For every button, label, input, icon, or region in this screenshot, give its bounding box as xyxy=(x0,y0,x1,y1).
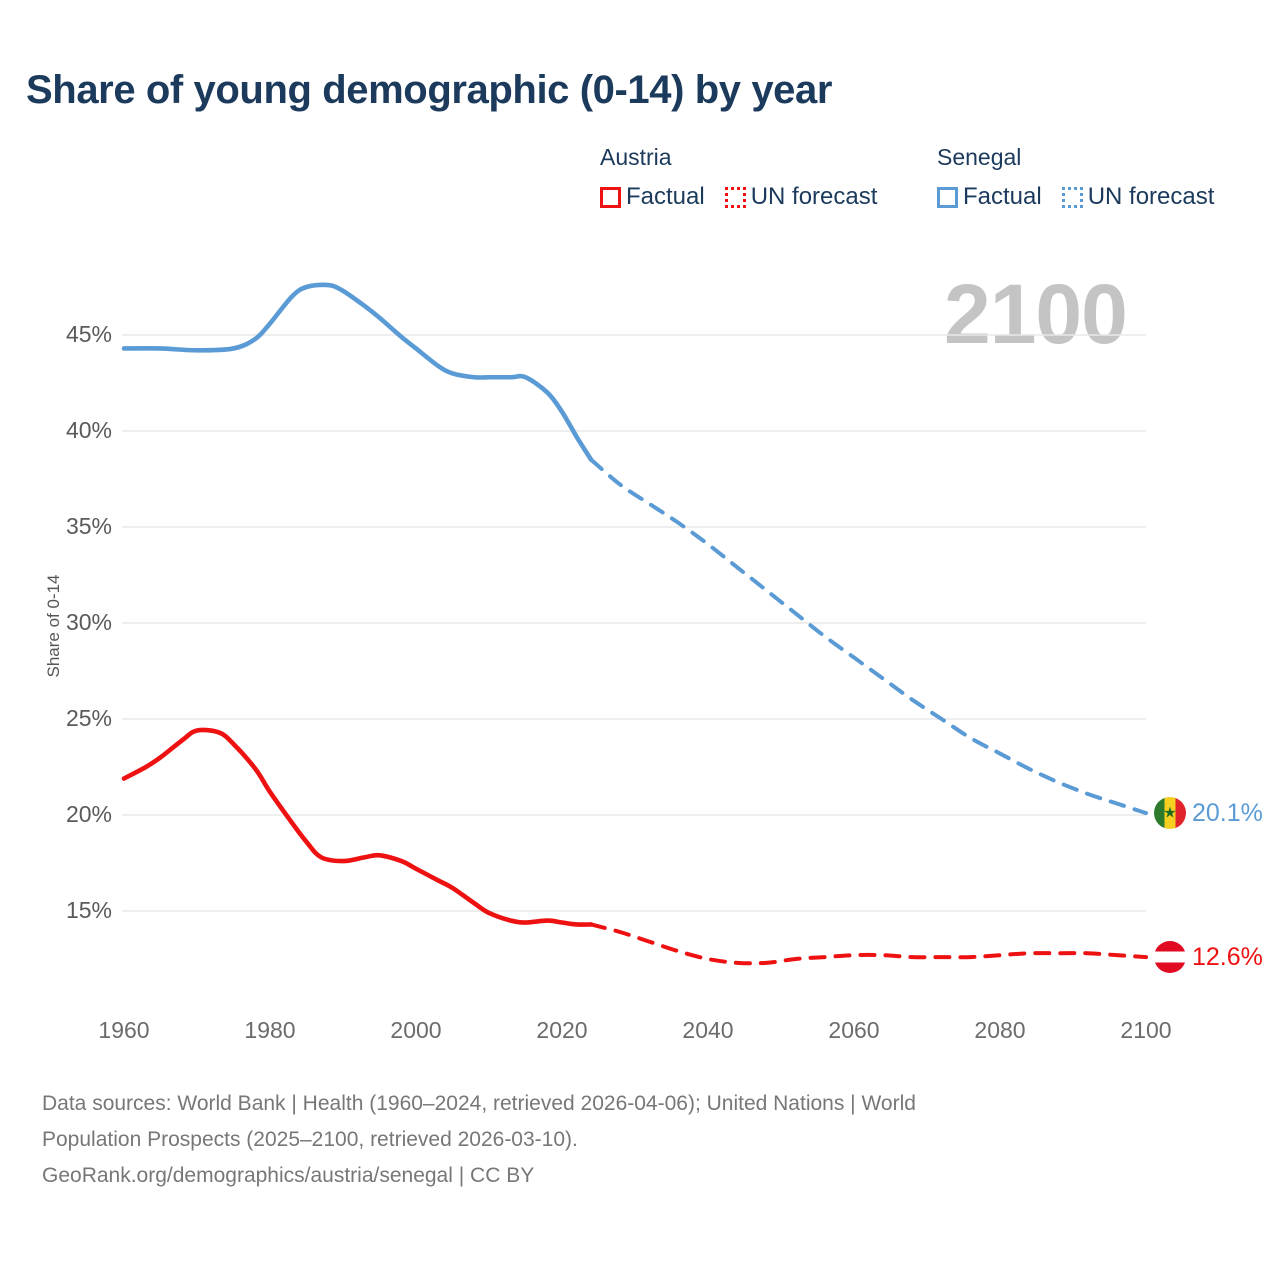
legend-swatch-dotted-icon xyxy=(1061,186,1083,208)
legend-swatch-solid-icon xyxy=(937,186,958,208)
legend-item-austria-factual[interactable]: Factual xyxy=(600,183,705,211)
legend-country-senegal: Senegal xyxy=(937,144,1022,170)
footer-line-2: Population Prospects (2025–2100, retriev… xyxy=(42,1128,578,1151)
legend-item-senegal-forecast[interactable]: UN forecast xyxy=(1061,183,1215,211)
legend-label-senegal-forecast: UN forecast xyxy=(1087,183,1215,210)
series-line xyxy=(589,457,1148,816)
legend-swatch-solid-icon xyxy=(600,186,621,208)
legend-swatch-dotted-icon xyxy=(724,186,746,208)
senegal-flag-icon: ★ xyxy=(1154,797,1186,830)
end-value-senegal: 20.1% xyxy=(1192,798,1263,827)
end-value-austria: 12.6% xyxy=(1192,942,1263,971)
y-axis-tick-label: 40% xyxy=(65,417,112,443)
footer-sources: Data sources: World Bank | Health (1960–… xyxy=(42,1086,1182,1194)
series-line xyxy=(121,282,594,463)
footer-line-3: GeoRank.org/demographics/austria/senegal… xyxy=(42,1164,535,1187)
x-axis-tick-label: 2100 xyxy=(1120,1017,1172,1043)
chart-legend: Austria Factual UN forecast Senegal Fact… xyxy=(600,144,1260,222)
legend-group-senegal: Senegal Factual UN forecast xyxy=(937,144,1214,211)
y-axis-tick-label: 20% xyxy=(65,801,112,827)
austria-flag-icon xyxy=(1154,941,1186,974)
x-axis-tick-label: 2020 xyxy=(536,1017,588,1043)
end-marker-austria: 12.6% xyxy=(1154,941,1263,974)
footer-line-1: Data sources: World Bank | Health (1960–… xyxy=(42,1092,916,1115)
legend-country-austria: Austria xyxy=(600,144,672,170)
legend-group-austria: Austria Factual UN forecast xyxy=(600,144,877,211)
watermark-year: 2100 xyxy=(944,267,1128,361)
y-axis-tick-label: 35% xyxy=(65,513,112,539)
legend-label-austria-factual: Factual xyxy=(626,183,705,210)
y-axis-tick-label: 30% xyxy=(65,609,112,635)
x-axis-tick-label: 1980 xyxy=(244,1017,296,1043)
y-axis-tick-label: 45% xyxy=(65,321,112,347)
y-axis-tick-label: 15% xyxy=(65,897,112,923)
end-marker-senegal: ★ 20.1% xyxy=(1154,797,1263,830)
series-line xyxy=(589,922,1148,966)
legend-item-senegal-factual[interactable]: Factual xyxy=(937,183,1042,211)
legend-label-senegal-factual: Factual xyxy=(963,183,1042,210)
chart-title: Share of young demographic (0-14) by yea… xyxy=(26,68,833,112)
series-line xyxy=(121,727,594,927)
x-axis-tick-label: 2060 xyxy=(828,1017,880,1043)
x-axis-tick-label: 2080 xyxy=(974,1017,1026,1043)
x-axis-tick-label: 2040 xyxy=(682,1017,734,1043)
x-axis-tick-label: 1960 xyxy=(98,1017,150,1043)
x-axis-tick-label: 2000 xyxy=(390,1017,442,1043)
legend-label-austria-forecast: UN forecast xyxy=(750,183,878,210)
y-axis-tick-label: 25% xyxy=(65,705,112,731)
legend-item-austria-forecast[interactable]: UN forecast xyxy=(724,183,878,211)
